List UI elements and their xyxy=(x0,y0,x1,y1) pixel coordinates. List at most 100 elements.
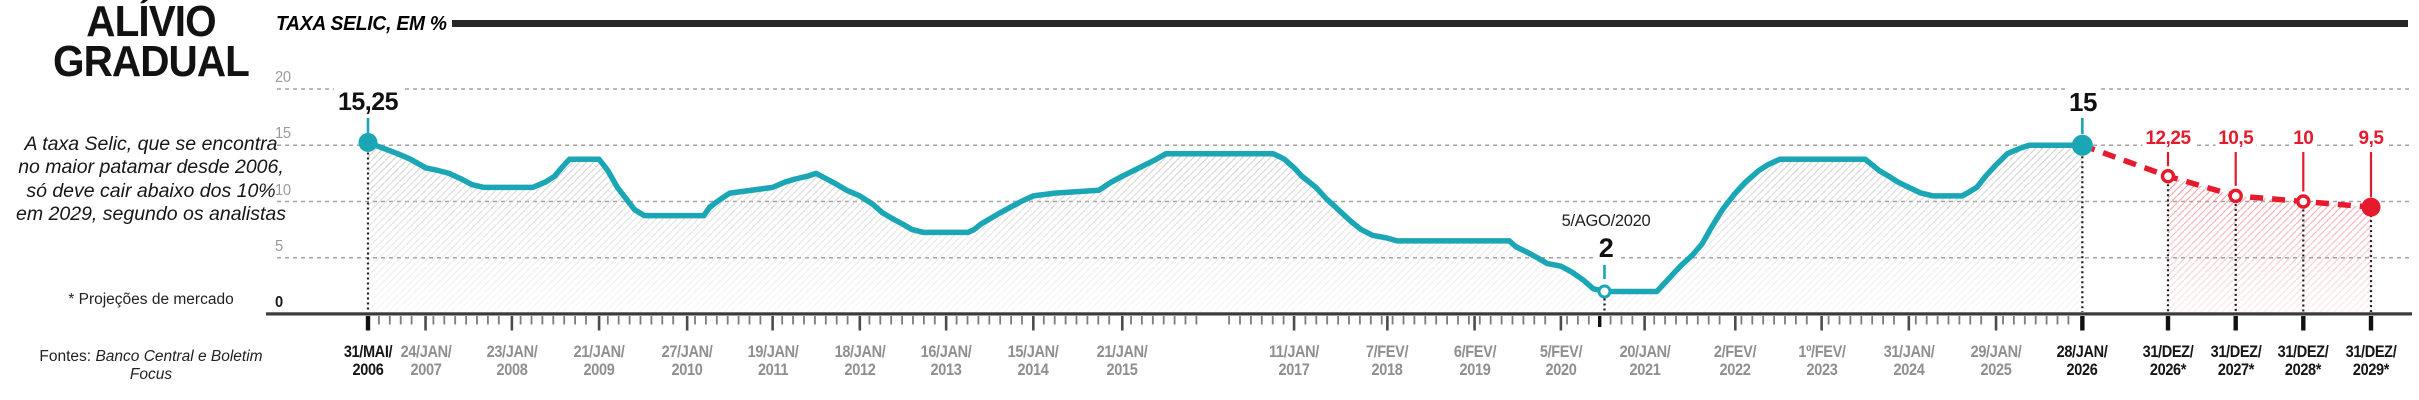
tick-major-2014 xyxy=(1032,316,1035,331)
tick-minor xyxy=(1380,316,1383,325)
tick-major-2028* xyxy=(2301,316,2306,331)
x-axis-label-2026*: 31/DEZ/2026* xyxy=(2142,343,2194,380)
dotted-guides xyxy=(366,152,2373,312)
tick-minor xyxy=(574,316,576,325)
tick-minor xyxy=(1849,316,1852,325)
tick-minor xyxy=(1130,316,1132,325)
projection-value-label-31/DEZ/2027: 10,5 xyxy=(2215,128,2257,150)
low-point-marker xyxy=(1597,284,1612,299)
tick-minor xyxy=(1827,316,1830,325)
historical-area-fill xyxy=(368,142,2083,313)
projection-footnote: * Projeções de mercado xyxy=(68,291,234,308)
tick-minor xyxy=(1740,316,1743,325)
tick-minor xyxy=(726,316,729,325)
tick-minor xyxy=(1304,316,1307,325)
tick-minor xyxy=(2067,316,2070,325)
tick-minor xyxy=(454,316,457,325)
tick-minor xyxy=(1838,316,1841,325)
tick-minor xyxy=(497,316,500,325)
tick-minor xyxy=(1947,316,1950,325)
projection-value-label-31/DEZ/2026: 12,25 xyxy=(2142,128,2194,150)
chart-description: A taxa Selic, que se encontra no maior p… xyxy=(16,133,286,226)
tick-minor xyxy=(1631,316,1634,325)
tick-minor xyxy=(1184,316,1187,325)
x-axis-label-2021: 20/JAN/2021 xyxy=(1619,343,1670,380)
tick-minor xyxy=(1969,316,1972,325)
tick-minor xyxy=(1500,316,1503,325)
tick-minor xyxy=(1468,316,1470,325)
tick-minor xyxy=(1195,316,1198,325)
x-axis-label-2017: 11/JAN/2017 xyxy=(1269,343,1320,380)
tick-minor xyxy=(737,316,740,325)
tick-minor xyxy=(1871,316,1874,325)
page-title: ALÍVIO GRADUAL xyxy=(12,0,290,87)
x-axis-label-2022: 2/FEV/2022 xyxy=(1714,343,1757,380)
tick-minor xyxy=(1620,316,1623,325)
tick-major-2012 xyxy=(858,316,862,331)
tick-minor xyxy=(410,316,413,325)
tick-minor xyxy=(1446,316,1448,325)
x-axis xyxy=(266,312,2412,331)
tick-minor xyxy=(1784,316,1786,325)
tick-minor xyxy=(585,316,587,325)
tick-minor xyxy=(1010,316,1012,325)
tick-minor xyxy=(748,316,751,325)
tick-minor xyxy=(923,316,925,325)
tick-minor xyxy=(541,316,544,325)
tick-minor xyxy=(530,316,533,325)
tick-minor xyxy=(563,316,566,325)
tick-minor xyxy=(1762,316,1765,325)
tick-minor xyxy=(1675,316,1677,325)
tick-minor xyxy=(2023,316,2026,325)
tick-minor xyxy=(1751,316,1754,325)
tick-minor xyxy=(1860,316,1863,325)
tick-minor xyxy=(999,316,1002,325)
tick-minor xyxy=(1348,316,1350,325)
tick-minor xyxy=(487,316,489,325)
y-axis-label-20: 20 xyxy=(275,69,291,86)
page-title-line2: GRADUAL xyxy=(53,37,250,87)
tick-minor xyxy=(465,316,467,325)
tick-minor xyxy=(1337,316,1339,325)
header-rule xyxy=(452,20,2408,27)
tick-minor xyxy=(1522,316,1525,325)
tick-minor xyxy=(378,316,380,325)
tick-minor xyxy=(977,316,980,325)
tick-minor xyxy=(705,316,707,325)
tick-minor xyxy=(1435,316,1438,325)
tick-minor xyxy=(846,316,849,325)
tick-minor xyxy=(1914,316,1917,325)
projection-value-label-31/DEZ/2028: 10 xyxy=(2290,128,2317,150)
tick-minor xyxy=(552,316,555,325)
tick-minor xyxy=(1882,316,1884,325)
tick-minor xyxy=(1359,316,1361,325)
tick-minor xyxy=(2045,316,2048,325)
tick-minor xyxy=(1980,316,1983,325)
tick-minor xyxy=(1282,316,1285,325)
end-value-label: 15 xyxy=(2065,87,2101,118)
tick-minor xyxy=(1544,316,1547,325)
x-axis-label-2029*: 31/DEZ/2029* xyxy=(2345,343,2397,380)
x-axis-line xyxy=(266,312,2412,316)
area-fills xyxy=(368,142,2371,313)
tick-minor xyxy=(803,316,805,325)
tick-minor xyxy=(1021,316,1023,325)
tick-minor xyxy=(1893,316,1895,325)
tick-minor xyxy=(868,316,871,325)
tick-minor xyxy=(1097,316,1100,325)
tick-minor xyxy=(966,316,969,325)
data-markers xyxy=(358,117,2381,299)
tick-minor xyxy=(1718,316,1721,325)
tick-major-2019 xyxy=(1473,316,1476,331)
x-axis-label-2019: 6/FEV/2019 xyxy=(1453,343,1496,380)
tick-major-2007 xyxy=(424,316,427,331)
sources-label: Fontes: xyxy=(39,348,92,365)
projection-point-marker-31/DEZ/2028 xyxy=(2296,194,2311,209)
tick-major-2013 xyxy=(944,316,948,331)
tick-minor xyxy=(933,316,936,325)
tick-minor xyxy=(650,316,653,325)
sources-value: Banco Central e Boletim Focus xyxy=(95,348,263,384)
x-axis-label-2009: 21/JAN/2009 xyxy=(573,343,625,380)
tick-minor xyxy=(988,316,991,325)
